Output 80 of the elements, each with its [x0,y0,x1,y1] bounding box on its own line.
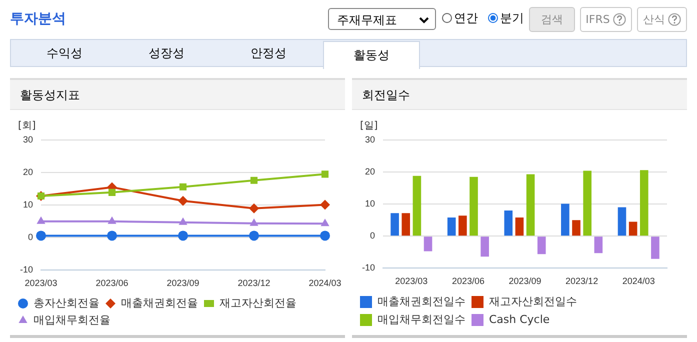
point [179,183,187,190]
point [178,230,188,241]
x-tick-label: 2024/03 [622,276,655,286]
bar [537,236,546,254]
legend-label: 재고자산회전일수 [489,294,577,308]
point [320,200,330,210]
bar [561,204,570,236]
y-tick-label: 0 [370,230,376,241]
legend-label: 매입채무회전율 [34,313,110,326]
bar [412,176,422,236]
bar [572,220,580,236]
point [108,216,116,224]
y-tick-label: -10 [20,264,34,275]
legend-label: Cash Cycle [489,312,550,326]
chart-title: 활동성지표 [10,80,345,110]
point [36,230,46,241]
bar [504,210,513,236]
bar [515,218,524,236]
legend-label: 재고자산회전율 [220,296,296,310]
point [107,230,118,241]
text: 연간 [453,10,478,26]
chart-title: 회전일수 [352,80,687,110]
bar [390,213,399,236]
y-axis-title: [일] [360,120,378,132]
y-tick-label: 20 [364,166,376,177]
bar [628,222,638,236]
point [250,218,258,226]
point [36,216,46,224]
bar [424,236,432,252]
bar [640,170,648,236]
y-tick-label: 10 [364,198,376,209]
point [249,203,259,214]
y-axis-title: [회] [18,120,36,132]
y-tick-label: -10 [362,262,376,273]
text: IFRS [580,7,632,32]
bar [470,176,478,236]
y-tick-label: 0 [28,232,34,242]
bar [447,218,456,236]
legend-label: 매출채권회전일수 [378,294,466,308]
bar [480,236,489,257]
x-tick-label: 2024/03 [308,278,342,288]
text: 활동성 [323,41,420,69]
bar [651,236,660,259]
legend-label: 총자산회전율 [34,296,100,310]
text: 수익성 [46,45,84,62]
x-tick-label: 2023/12 [566,276,598,286]
x-tick-label: 2023/09 [508,276,542,286]
point [320,230,330,241]
text: 투자분석 [10,10,66,28]
text: 성장성 [148,45,186,62]
x-tick-label: 2023/06 [452,276,484,286]
text: 안정성 [250,45,288,62]
legend-label: 매출채권회전율 [121,296,198,310]
x-tick-label: 2023/03 [395,276,428,286]
bar [583,170,592,236]
bar [594,236,603,254]
point [108,188,116,196]
bar [402,213,410,236]
point [320,218,330,226]
point [178,217,188,225]
text: 검색 [529,7,575,32]
text: 분기 [499,10,524,26]
bar [618,207,626,236]
text: 산식 [637,7,687,32]
point [249,230,259,241]
bar [458,216,467,236]
x-tick-label: 2023/06 [96,278,128,288]
y-tick-label: 10 [22,200,34,210]
legend-label: 매입채무회전일수 [378,312,466,326]
y-tick-label: 30 [364,134,376,144]
point [250,176,258,184]
y-tick-label: 30 [22,134,34,144]
point [178,196,188,206]
text: 주재무제표 [328,8,436,30]
y-tick-label: 20 [22,167,34,178]
bar [526,174,535,236]
x-tick-label: 2023/03 [24,278,58,288]
x-tick-label: 2023/12 [238,278,270,288]
x-tick-label: 2023/09 [166,278,200,288]
point [321,170,329,178]
